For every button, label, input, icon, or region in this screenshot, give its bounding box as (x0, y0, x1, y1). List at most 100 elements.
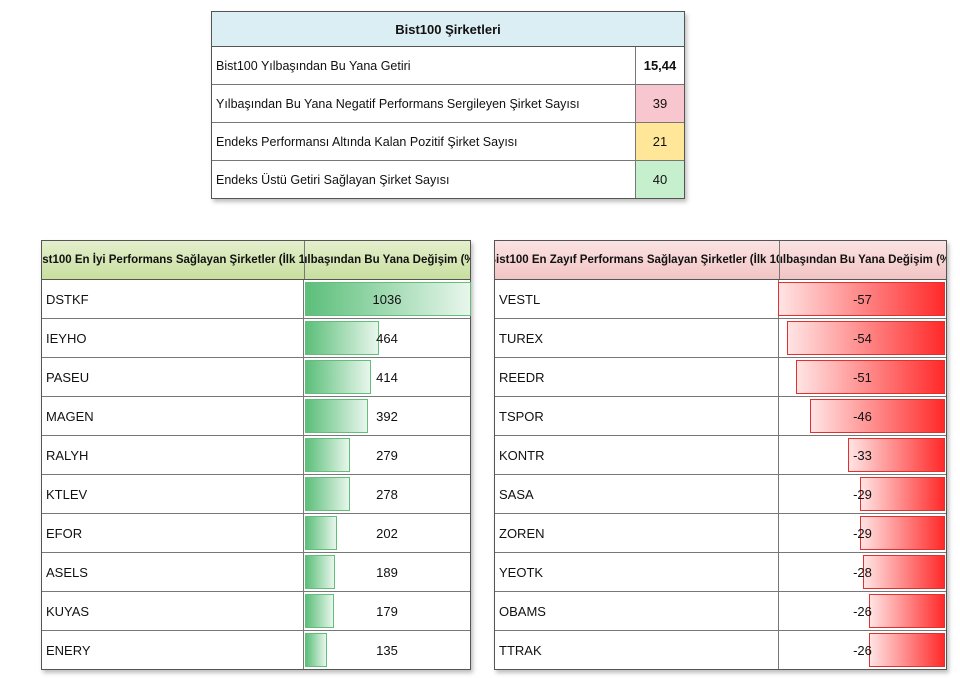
company-ticker: YEOTK (495, 553, 779, 591)
company-ticker: OBAMS (495, 592, 779, 630)
change-value: 189 (376, 564, 398, 580)
company-ticker: KUYAS (42, 592, 304, 630)
change-value: 202 (376, 525, 398, 541)
best-performers-table: Bist100 En İyi Performans Sağlayan Şirke… (41, 240, 471, 670)
table-row: TTRAK -26 (495, 631, 946, 669)
change-cell: 189 (304, 553, 470, 591)
data-bar (305, 555, 336, 589)
change-cell: -57 (778, 280, 946, 318)
data-bar (305, 594, 334, 628)
change-value: 414 (376, 369, 398, 385)
table-row: IEYHO 464 (42, 319, 470, 358)
table-row: MAGEN 392 (42, 397, 470, 436)
table-row: TUREX -54 (495, 319, 946, 358)
data-bar (810, 399, 945, 433)
change-value: 279 (376, 447, 398, 463)
worst-table-header: Bist100 En Zayıf Performans Sağlayan Şir… (495, 241, 946, 280)
data-bar (305, 516, 338, 550)
best-table-body: DSTKF 1036 IEYHO 464 PASEU 414 MAGEN 392 RALYH 27… (42, 280, 471, 669)
company-ticker: VESTL (495, 280, 779, 318)
table-row: ASELS 189 (42, 553, 470, 592)
summary-label: Yılbaşından Bu Yana Negatif Performans S… (212, 85, 636, 122)
change-value: 278 (376, 486, 398, 502)
change-cell: 179 (304, 592, 470, 630)
company-ticker: TTRAK (495, 631, 779, 669)
change-cell: -28 (779, 553, 946, 591)
data-bar (860, 516, 945, 550)
table-row: REEDR -51 (495, 358, 946, 397)
change-value: -29 (853, 525, 872, 541)
change-cell: -26 (779, 631, 946, 669)
data-bar (868, 633, 945, 667)
table-row: ZOREN -29 (495, 514, 946, 553)
company-ticker: MAGEN (42, 397, 304, 435)
change-cell: -51 (779, 358, 946, 396)
worst-header-company: Bist100 En Zayıf Performans Sağlayan Şir… (495, 241, 780, 279)
change-value: -46 (853, 408, 872, 424)
company-ticker: EFOR (42, 514, 304, 552)
table-row: PASEU 414 (42, 358, 470, 397)
summary-label: Endeks Üstü Getiri Sağlayan Şirket Sayıs… (212, 161, 636, 198)
summary-value: 15,44 (636, 47, 684, 84)
change-cell: -29 (779, 514, 946, 552)
worst-performers-table: Bist100 En Zayıf Performans Sağlayan Şir… (494, 240, 947, 670)
change-value: -29 (853, 486, 872, 502)
summary-row: Endeks Performansı Altında Kalan Pozitif… (212, 123, 684, 161)
change-value: -26 (853, 642, 872, 658)
table-row: DSTKF 1036 (42, 280, 471, 319)
table-row: VESTL -57 (495, 280, 946, 319)
data-bar (305, 633, 327, 667)
company-ticker: TSPOR (495, 397, 779, 435)
company-ticker: REEDR (495, 358, 779, 396)
data-bar (305, 360, 372, 394)
data-bar (305, 399, 368, 433)
summary-label: Bist100 Yılbaşından Bu Yana Getiri (212, 47, 636, 84)
change-value: 1036 (372, 291, 402, 307)
company-ticker: IEYHO (42, 319, 304, 357)
data-bar (862, 555, 945, 589)
change-cell: 278 (304, 475, 470, 513)
data-bar (305, 477, 350, 511)
change-value: -33 (853, 447, 872, 463)
company-ticker: ENERY (42, 631, 304, 669)
summary-table: Bist100 Şirketleri Bist100 Yılbaşından B… (211, 11, 685, 199)
summary-value: 40 (636, 161, 684, 198)
summary-title: Bist100 Şirketleri (212, 12, 684, 47)
summary-value: 21 (636, 123, 684, 160)
table-row: SASA -29 (495, 475, 946, 514)
change-value: -51 (853, 369, 872, 385)
change-cell: 392 (304, 397, 470, 435)
company-ticker: SASA (495, 475, 779, 513)
data-bar (305, 321, 380, 355)
change-value: 179 (376, 603, 398, 619)
data-bar (305, 438, 350, 472)
data-bar (868, 594, 945, 628)
change-cell: 279 (304, 436, 470, 474)
summary-row: Yılbaşından Bu Yana Negatif Performans S… (212, 85, 684, 123)
company-ticker: ZOREN (495, 514, 779, 552)
company-ticker: PASEU (42, 358, 304, 396)
worst-table-body: VESTL -57 TUREX -54 REEDR -51 TSPOR -46 KONTR -33… (495, 280, 946, 669)
summary-row: Bist100 Yılbaşından Bu Yana Getiri 15,44 (212, 47, 684, 85)
change-value: -57 (853, 291, 872, 307)
data-bar (305, 282, 471, 316)
summary-row: Endeks Üstü Getiri Sağlayan Şirket Sayıs… (212, 161, 684, 198)
table-row: KONTR -33 (495, 436, 946, 475)
table-row: YEOTK -28 (495, 553, 946, 592)
best-header-change: Yılbaşından Bu Yana Değişim (%) (305, 254, 470, 266)
company-ticker: RALYH (42, 436, 304, 474)
table-row: KUYAS 179 (42, 592, 470, 631)
best-table-header: Bist100 En İyi Performans Sağlayan Şirke… (42, 241, 470, 280)
change-value: 392 (376, 408, 398, 424)
change-value: 464 (376, 330, 398, 346)
company-ticker: KTLEV (42, 475, 304, 513)
change-value: 135 (376, 642, 398, 658)
change-cell: 1036 (304, 280, 471, 318)
data-bar (848, 438, 945, 472)
change-cell: -33 (779, 436, 946, 474)
company-ticker: TUREX (495, 319, 779, 357)
change-cell: -46 (779, 397, 946, 435)
company-ticker: DSTKF (42, 280, 304, 318)
change-cell: 464 (304, 319, 470, 357)
data-bar (786, 321, 945, 355)
